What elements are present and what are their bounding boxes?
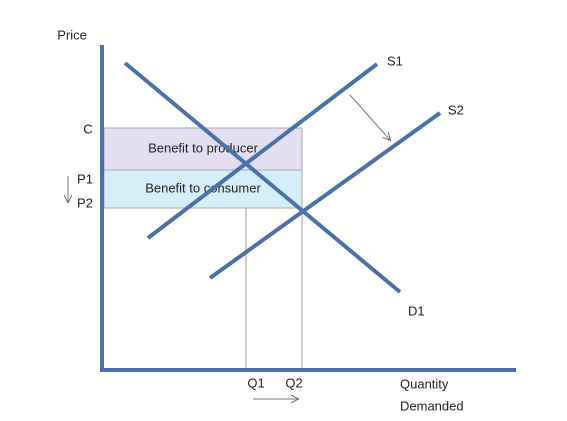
supply-curve-1 [146,62,379,240]
curve-label: D1 [408,303,425,318]
x-axis-label: Quantity [400,376,449,391]
price-label: C [83,121,92,136]
y-axis-label: Price [57,27,87,42]
consumer-benefit-region [103,169,303,209]
curve-label: S1 [387,53,403,68]
consumer-benefit-label: Benefit to consumer [145,180,261,195]
x-axis-label: Demanded [400,398,464,413]
producer-benefit-label: Benefit to producer [148,140,259,155]
curve-label: S2 [448,102,464,117]
quantity-label: Q2 [285,375,302,390]
supply-curve-2 [208,111,442,280]
producer-benefit-region [103,127,303,171]
shift-arrow [349,94,390,140]
quantity-label: Q1 [247,375,264,390]
price-label: P1 [77,171,93,186]
price-label: P2 [77,195,93,210]
demand-curve [123,61,402,294]
